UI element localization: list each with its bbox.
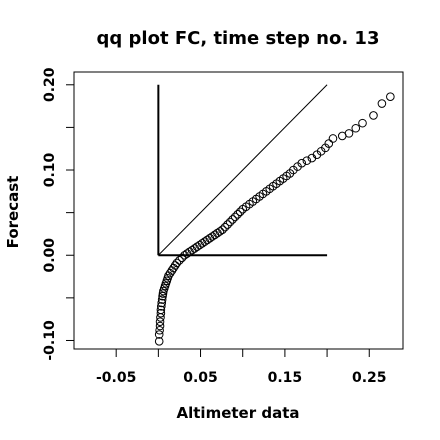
data-point: [154, 337, 164, 346]
data-point: [377, 99, 387, 108]
x-tick-label: 0.05: [183, 370, 218, 386]
data-point: [230, 212, 240, 222]
data-point: [215, 227, 225, 236]
x-axis-label: Altimeter data: [177, 404, 300, 422]
data-point: [172, 258, 182, 268]
data-points: [154, 92, 395, 346]
data-point: [155, 321, 165, 331]
y-tick-label: 0.10: [42, 152, 58, 187]
data-point: [324, 139, 334, 148]
x-tick-label: 0.15: [268, 370, 303, 386]
data-point: [218, 225, 227, 234]
data-point: [233, 210, 242, 219]
x-axis: -0.05 0.05 0.15 0.25: [96, 349, 387, 386]
y-tick-label: -0.10: [42, 320, 58, 361]
data-point: [157, 302, 166, 311]
data-point: [351, 123, 361, 133]
reference-line-identity: [158, 84, 328, 256]
y-axis-label: Forecast: [4, 176, 22, 249]
data-point: [223, 220, 232, 229]
data-point: [155, 317, 165, 327]
reference-lines: [157, 84, 328, 257]
data-point: [297, 158, 307, 168]
chart-title: qq plot FC, time step no. 13: [97, 28, 380, 49]
data-point: [156, 308, 166, 318]
x-tick-label: 0.25: [352, 370, 387, 386]
data-point: [358, 118, 367, 128]
x-tick-label: -0.05: [96, 370, 136, 386]
data-point: [177, 253, 187, 263]
data-point: [386, 92, 395, 102]
data-point: [175, 256, 184, 265]
data-point: [328, 134, 338, 143]
y-tick-label: 0.20: [42, 67, 58, 102]
data-point: [235, 207, 245, 217]
plot-frame: [73, 71, 404, 350]
data-point: [170, 261, 180, 270]
data-point: [155, 325, 164, 335]
data-point: [157, 298, 167, 308]
data-point: [156, 305, 166, 315]
data-point: [302, 156, 312, 165]
data-point: [369, 111, 378, 120]
data-point: [154, 330, 164, 339]
y-axis: -0.10 0.00 0.10 0.20: [42, 67, 74, 361]
data-point: [220, 222, 230, 232]
data-point: [225, 217, 235, 227]
data-point: [228, 215, 237, 224]
y-tick-label: 0.00: [42, 238, 58, 273]
data-point: [157, 295, 167, 304]
data-point: [344, 129, 354, 138]
